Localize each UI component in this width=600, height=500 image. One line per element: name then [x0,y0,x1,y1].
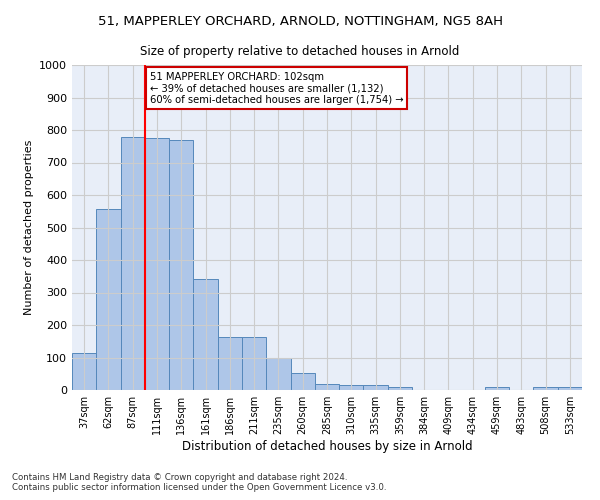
Bar [485,387,509,390]
Text: Contains HM Land Registry data © Crown copyright and database right 2024.
Contai: Contains HM Land Registry data © Crown c… [12,473,386,492]
Bar [242,337,266,390]
Bar [169,140,193,390]
Bar [266,358,290,390]
Y-axis label: Number of detached properties: Number of detached properties [23,140,34,315]
Bar [96,209,121,390]
Bar [193,278,218,390]
Bar [290,373,315,390]
Bar [72,354,96,390]
Bar [121,137,145,390]
Text: 51 MAPPERLEY ORCHARD: 102sqm
← 39% of detached houses are smaller (1,132)
60% of: 51 MAPPERLEY ORCHARD: 102sqm ← 39% of de… [150,72,403,104]
Bar [218,337,242,390]
Bar [533,387,558,390]
X-axis label: Distribution of detached houses by size in Arnold: Distribution of detached houses by size … [182,440,472,453]
Text: 51, MAPPERLEY ORCHARD, ARNOLD, NOTTINGHAM, NG5 8AH: 51, MAPPERLEY ORCHARD, ARNOLD, NOTTINGHA… [97,15,503,28]
Bar [315,384,339,390]
Bar [364,386,388,390]
Bar [388,387,412,390]
Text: Size of property relative to detached houses in Arnold: Size of property relative to detached ho… [140,45,460,58]
Bar [145,138,169,390]
Bar [339,386,364,390]
Bar [558,387,582,390]
